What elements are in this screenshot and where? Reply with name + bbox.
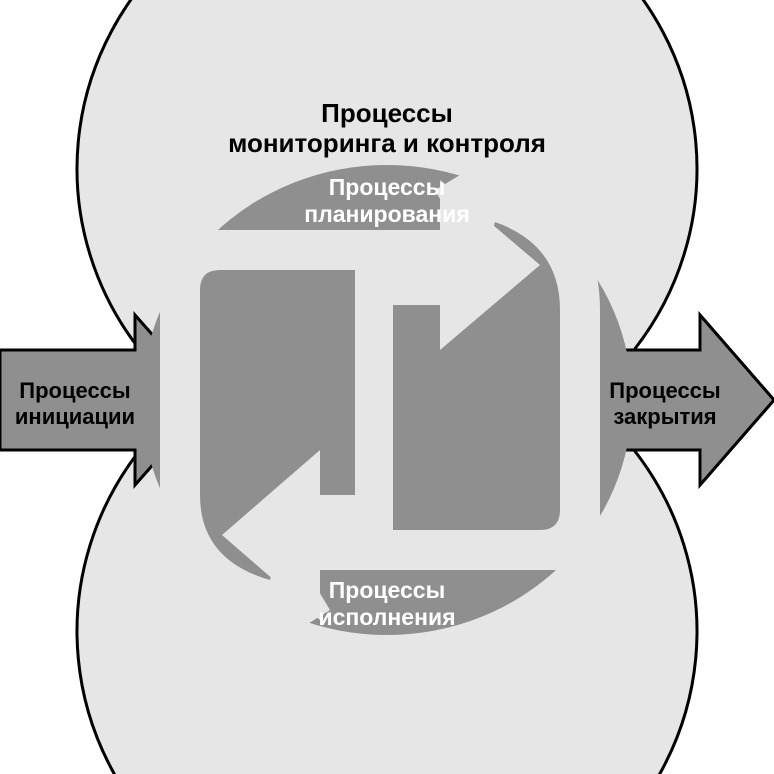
closing-line1: Процессы (609, 378, 720, 403)
planning-line1: Процессы (329, 174, 445, 200)
initiation-line1: Процессы (19, 378, 130, 403)
execution-line1: Процессы (329, 577, 445, 603)
planning-line2: планирования (304, 201, 470, 227)
title-line2: мониторинга и контроля (228, 128, 546, 158)
execution-line2: исполнения (318, 604, 455, 630)
title-line1: Процессы (321, 98, 453, 128)
initiation-line2: инициации (15, 404, 135, 429)
closing-line2: закрытия (613, 404, 716, 429)
process-groups-diagram: Процессы мониторинга и контроля Процессы… (0, 0, 774, 774)
